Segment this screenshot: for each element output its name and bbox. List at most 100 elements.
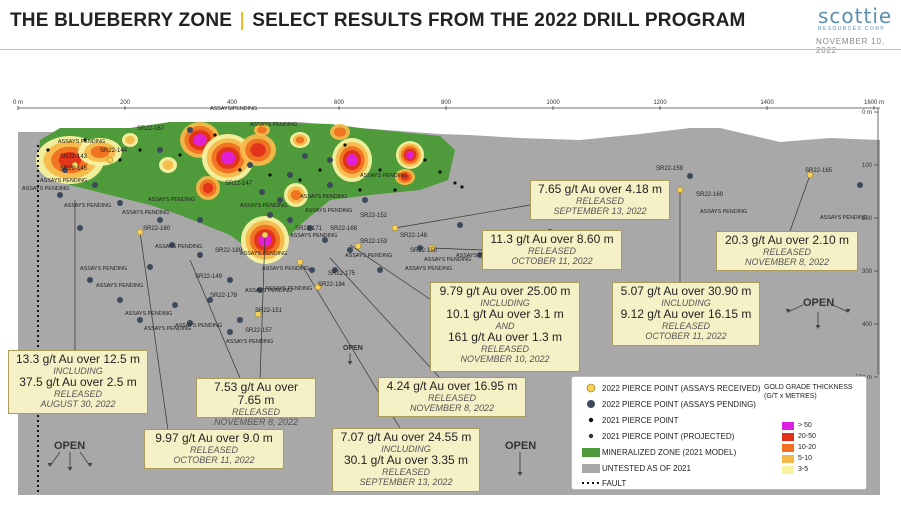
callout-result: 11.3 g/t Au over 8.60 m (490, 232, 614, 246)
pierce-point-pending (857, 182, 863, 188)
grade-legend-row: > 50 (782, 421, 816, 430)
assays-pending-label: ASSAYS PENDING (300, 194, 347, 200)
pierce-point-pending (347, 247, 353, 253)
grade-label: 10-20 (798, 444, 816, 451)
leader-line (189, 259, 241, 379)
drill-hole-label: SR22-150 (410, 248, 438, 254)
pierce-point-pending (287, 172, 293, 178)
pierce-point-pending (332, 267, 338, 273)
drill-hole-label: SR22-153 (360, 239, 388, 245)
assays-pending-label: ASSAYS PENDING (240, 251, 287, 257)
grade-legend-row: 5-10 (782, 454, 816, 463)
top-tick-label: 1600 m (864, 100, 884, 106)
top-tick-label: 200 (120, 100, 131, 106)
assays-pending-label: ASSAYS PENDING (345, 253, 392, 259)
open-label-right: OPEN (803, 297, 835, 309)
pierce-point-pending (157, 217, 163, 223)
pierce-point-pending (277, 197, 283, 203)
top-tick-label: 1400 (760, 100, 774, 106)
callout-result: 5.07 g/t Au over 30.90 m (620, 284, 752, 298)
pierce-point-2021 (213, 133, 217, 137)
pierce-point-pending (477, 252, 483, 258)
pierce-point-pending (309, 267, 315, 273)
grade-swatch (782, 454, 794, 463)
right-tick-label: 100 (862, 163, 873, 169)
grade-label: 5-10 (798, 455, 813, 462)
grade-contour (295, 136, 305, 144)
callout-date: AUGUST 30, 2022 (40, 399, 116, 409)
pierce-point-pending (147, 264, 153, 270)
pierce-point-2021 (46, 148, 50, 152)
leader-line (259, 234, 266, 381)
drill-hole-label: SR22-147 (225, 181, 253, 187)
callout-date: SEPTEMBER 13, 2022 (359, 477, 453, 487)
pierce-point-pending (227, 329, 233, 335)
grade-legend-title: GOLD GRADE THICKNESS (G/T x METRES) (764, 383, 853, 401)
callout-sub-result: 9.12 g/t Au over 16.15 m (620, 307, 752, 321)
pierce-point-pending (57, 192, 63, 198)
drill-hole-label: SR22-157 (245, 328, 273, 334)
drill-hole-label: SR22-159 (656, 166, 684, 172)
open-arrow-head (517, 472, 523, 476)
legend-label: 2021 PIERCE POINT (602, 415, 679, 425)
callout-and: AND (495, 321, 515, 331)
pierce-point-received (354, 242, 362, 250)
pierce-point-2021 (238, 168, 242, 172)
grade-contour (400, 173, 410, 181)
assays-pending-label: ASSAYS PENDING (262, 266, 309, 272)
pierce-point-pending (259, 189, 265, 195)
assays-pending-label: ASSAYS PENDING (175, 323, 222, 329)
pierce-point-pending (187, 320, 193, 326)
pierce-point-pending (362, 197, 368, 203)
callout-released: RELEASED (381, 467, 431, 477)
callout-7-07: 7.07 g/t Au over 24.55 m INCLUDING 30.1 … (332, 428, 480, 492)
release-date: NOVEMBER 10, 2022 (816, 37, 885, 55)
callout-sub-result: 37.5 g/t Au over 2.5 m (19, 375, 137, 389)
assays-pending-label: ASSAYS PENDING (125, 311, 172, 317)
grade-legend-row: 3-5 (782, 465, 816, 474)
pierce-point-pending (92, 182, 98, 188)
callout-released: RELEASED (427, 393, 477, 403)
callout-result: 7.07 g/t Au over 24.55 m (340, 430, 472, 444)
grade-label: 3-5 (798, 466, 809, 473)
grade-swatch (782, 443, 794, 452)
pierce-point-2021 (118, 158, 122, 162)
pierce-point-pending (117, 200, 123, 206)
assays-pending-label: ASSAYS PENDING (96, 283, 143, 289)
pierce-point-pending (257, 287, 263, 293)
pierce-point-pending (457, 222, 463, 228)
legend-label: 2022 PIERCE POINT (ASSAYS PENDING) (602, 399, 756, 409)
pierce-point-pending (327, 182, 333, 188)
legend-row-received: 2022 PIERCE POINT (ASSAYS RECEIVED) (580, 382, 760, 394)
pierce-point-pending (62, 167, 68, 173)
drill-hole-label: SR22-165 (805, 168, 833, 174)
callout-9-79: 9.79 g/t Au over 25.00 m INCLUDING 10.1 … (430, 282, 580, 372)
legend-row-2021: 2021 PIERCE POINT (580, 414, 678, 426)
pierce-point-2021 (393, 188, 397, 192)
grade-unit: (G/T x METRES) (764, 393, 817, 400)
pierce-point-2021 (318, 168, 322, 172)
pierce-point-pending (197, 217, 203, 223)
legend-label: 2022 PIERCE POINT (ASSAYS RECEIVED) (602, 383, 761, 393)
leader-line (431, 247, 483, 251)
pierce-point-pending (157, 147, 163, 153)
pierce-point-pending (169, 242, 175, 248)
pierce-point-pending (687, 173, 693, 179)
callout-result: 13.3 g/t Au over 12.5 m (15, 352, 141, 366)
open-arrow-head (47, 463, 53, 467)
assays-pending-label: ASSAYS PENDING (424, 257, 471, 263)
callout-including: INCLUDING (381, 444, 431, 454)
pierce-point-pending (377, 267, 383, 273)
grade-contour (125, 135, 135, 145)
drill-hole-label: SR22-144 (100, 148, 128, 154)
pierce-point-2021 (298, 178, 302, 182)
grade-contour (162, 160, 174, 170)
pierce-point-pending (237, 317, 243, 323)
drill-hole-label: SR22-171 (295, 226, 323, 232)
open-arrows (47, 304, 851, 476)
title-left: THE BLUEBERRY ZONE (10, 10, 233, 31)
assays-pending-label: ASSAYS PENDING (405, 266, 452, 272)
callout-released: RELEASED (189, 445, 239, 455)
open-arrow-head (845, 309, 851, 313)
callout-including: INCLUDING (53, 366, 103, 376)
